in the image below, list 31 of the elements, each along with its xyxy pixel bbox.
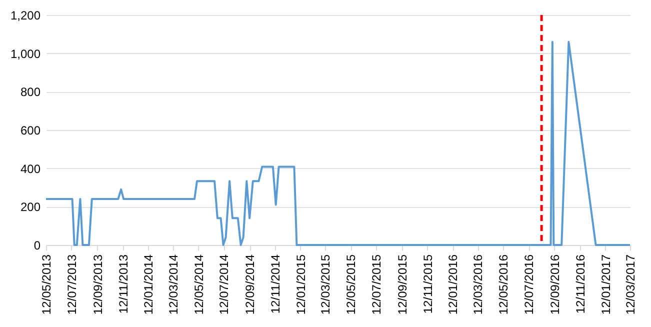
x-tick-label: 12/05/2013 [40, 254, 54, 315]
y-tick-label: 0 [34, 238, 41, 252]
x-tick-label: 12/07/2014 [217, 254, 232, 315]
x-tick-label: 12/09/2016 [548, 254, 562, 315]
x-tick-label: 12/09/2015 [395, 254, 410, 315]
x-tick-label: 12/01/2014 [142, 254, 156, 315]
y-tick-label: 600 [20, 124, 41, 138]
x-tick-label: 12/03/2016 [471, 254, 486, 315]
x-tick-label: 12/11/2015 [420, 254, 435, 314]
x-tick-label: 12/05/2015 [344, 254, 358, 315]
x-tick-label: 12/01/2015 [294, 254, 308, 315]
x-tick-label: 12/05/2014 [192, 254, 206, 315]
y-tick-label: 800 [20, 85, 41, 100]
x-tick-label: 12/01/2017 [598, 254, 613, 315]
x-tick-label: 12/11/2014 [268, 254, 283, 314]
x-tick-label: 12/03/2017 [624, 254, 638, 315]
x-tick-label: 12/05/2016 [496, 254, 511, 315]
x-tick-label: 12/11/2013 [116, 254, 130, 314]
x-tick-label: 12/09/2013 [90, 254, 105, 315]
x-tick-label: 12/09/2014 [243, 254, 258, 315]
y-tick-label: 1,200 [10, 8, 41, 22]
x-tick-label: 12/07/2015 [369, 254, 384, 315]
x-tick-label: 12/07/2013 [64, 254, 79, 315]
y-tick-label: 200 [20, 200, 41, 214]
x-tick-label: 12/07/2016 [522, 254, 536, 315]
x-tick-label: 12/03/2015 [318, 254, 333, 315]
y-tick-label: 400 [20, 162, 41, 176]
x-tick-label: 12/11/2016 [573, 254, 588, 314]
x-tick-label: 12/03/2014 [166, 254, 180, 315]
y-tick-label: 1,000 [10, 46, 41, 61]
x-tick-label: 12/01/2016 [446, 254, 460, 315]
